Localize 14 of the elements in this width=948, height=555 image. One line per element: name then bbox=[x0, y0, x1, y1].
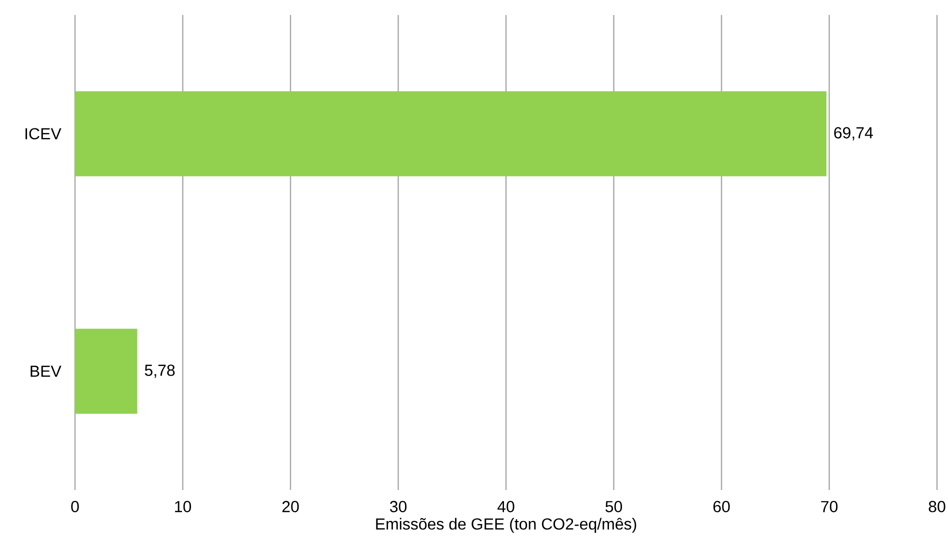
x-tick-label: 0 bbox=[71, 500, 79, 512]
x-tick-label: 40 bbox=[497, 500, 514, 512]
x-tick-label: 60 bbox=[713, 500, 730, 512]
data-label: 69,74 bbox=[834, 127, 873, 140]
x-tick-label: 70 bbox=[821, 500, 838, 512]
y-tick-label: BEV bbox=[30, 366, 62, 377]
y-tick-label: ICEV bbox=[26, 128, 62, 140]
x-tick-label: 10 bbox=[175, 500, 192, 512]
x-tick-label: 30 bbox=[390, 500, 407, 512]
x-tick-label: 20 bbox=[282, 500, 299, 512]
x-tick-label: 50 bbox=[606, 500, 622, 512]
data-label: 5,78 bbox=[144, 364, 175, 378]
x-tick-label: 80 bbox=[928, 500, 946, 512]
x-axis-title: Emissões de GEE (ton CO2-eq/mês) bbox=[376, 518, 636, 533]
